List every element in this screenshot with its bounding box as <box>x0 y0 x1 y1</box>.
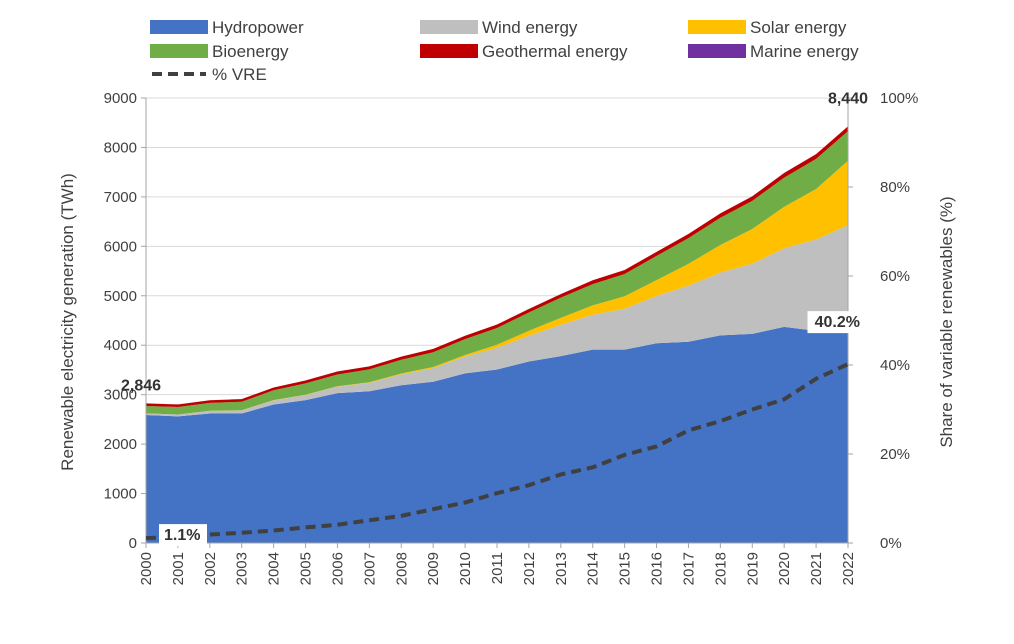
x-tick-label: 2010 <box>457 552 474 585</box>
stacked-areas <box>146 126 848 543</box>
legend-label-vre: % VRE <box>212 65 267 84</box>
x-tick-label: 2021 <box>808 552 825 585</box>
y-tick-label: 7000 <box>104 189 137 206</box>
x-tick-label: 2016 <box>649 552 666 585</box>
y-tick-label: 1000 <box>104 486 137 503</box>
legend-label-wind-energy: Wind energy <box>482 18 578 37</box>
x-tick-label: 2012 <box>521 552 538 585</box>
callout-label: 1.1% <box>164 527 200 544</box>
x-tick-label: 2011 <box>489 552 506 584</box>
y-tick-label: 4000 <box>104 337 137 354</box>
x-tick-label: 2008 <box>393 552 410 585</box>
y2-axis-title: Share of variable renewables (%) <box>937 196 956 447</box>
legend-swatch-hydropower <box>150 20 208 34</box>
axes: 0 1000 2000 3000 4000 5000 6000 7000 8000 9000 0% 2… <box>104 90 919 585</box>
x-tick-label: 2017 <box>680 552 697 585</box>
legend-swatch-geothermal-energy <box>420 44 478 58</box>
x-tick-label: 2004 <box>266 552 283 585</box>
x-tick-label: 2002 <box>202 552 219 585</box>
y-tick-label: 8000 <box>104 139 137 156</box>
y-tick-label: 6000 <box>104 238 137 255</box>
legend: Hydropower Wind energy Solar energy Bioener… <box>150 18 859 84</box>
legend-swatch-marine-energy <box>688 44 746 58</box>
legend-swatch-bioenergy <box>150 44 208 58</box>
x-tick-label: 2014 <box>585 552 602 585</box>
area-hydropower <box>146 326 848 543</box>
legend-label-marine-energy: Marine energy <box>750 42 859 61</box>
x-tick-label: 2003 <box>234 552 251 585</box>
y2-tick-label: 20% <box>880 446 910 463</box>
x-tick-label: 2001 <box>170 552 187 585</box>
legend-label-solar-energy: Solar energy <box>750 18 847 37</box>
x-tick-label: 2007 <box>361 552 378 585</box>
legend-label-geothermal-energy: Geothermal energy <box>482 42 628 61</box>
y2-tick-label: 60% <box>880 268 910 285</box>
y-tick-label: 2000 <box>104 436 137 453</box>
callout-background <box>159 524 207 547</box>
y2-tick-label: 100% <box>880 90 918 107</box>
y2-tick-label: 40% <box>880 357 910 374</box>
y-tick-label: 3000 <box>104 387 137 404</box>
x-tick-label: 2022 <box>840 552 857 585</box>
x-tick-label: 2013 <box>553 552 570 585</box>
x-tick-label: 2019 <box>744 552 761 585</box>
callout-background <box>807 311 865 334</box>
y-tick-label: 9000 <box>104 90 137 107</box>
legend-swatch-solar-energy <box>688 20 746 34</box>
y-axis-title: Renewable electricity generation (TWh) <box>58 173 77 471</box>
vre-line <box>145 362 849 541</box>
x-tick-label: 2006 <box>329 552 346 585</box>
x-tick-label: 2000 <box>138 552 155 585</box>
x-tick-label: 2015 <box>617 552 634 585</box>
callout-label: 40.2% <box>815 314 860 331</box>
x-tick-label: 2009 <box>425 552 442 585</box>
legend-swatch-wind-energy <box>420 20 478 34</box>
callout-label: 2,846 <box>121 377 161 394</box>
area-wind-energy <box>146 225 848 417</box>
vre-line-layer <box>145 362 849 541</box>
y-tick-label: 0 <box>129 535 137 552</box>
y2-tick-label: 0% <box>880 535 902 552</box>
legend-label-hydropower: Hydropower <box>212 18 304 37</box>
callouts: 2,846 8,440 1.1% 40.2% <box>121 91 868 547</box>
legend-label-bioenergy: Bioenergy <box>212 42 289 61</box>
x-tick-label: 2005 <box>298 552 315 585</box>
callout-label: 8,440 <box>828 91 868 108</box>
x-tick-label: 2020 <box>776 552 793 585</box>
y-tick-label: 5000 <box>104 288 137 305</box>
y2-tick-label: 80% <box>880 179 910 196</box>
x-tick-label: 2018 <box>712 552 729 585</box>
